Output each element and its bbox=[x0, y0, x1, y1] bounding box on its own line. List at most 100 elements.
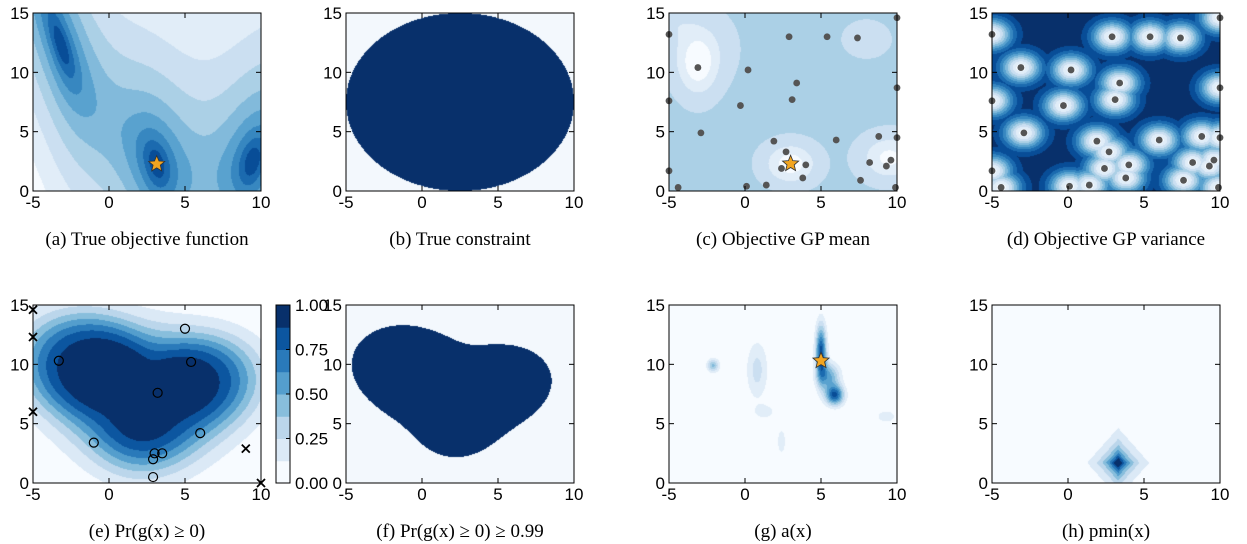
panel-d-point-20 bbox=[1180, 176, 1187, 184]
panel-d-ytick-0: 0 bbox=[979, 182, 988, 201]
panel-f-heatmap bbox=[346, 305, 574, 483]
panel-h-ytick-0: 0 bbox=[979, 474, 988, 493]
panel-f-ytick-2: 10 bbox=[323, 355, 342, 374]
panel-c-point-17 bbox=[785, 33, 793, 41]
panel-e-feasible-point-4 bbox=[195, 428, 206, 439]
panel-g-xtick-0: -5 bbox=[661, 485, 676, 504]
panel-c-point-21 bbox=[854, 34, 861, 42]
panel-c-point-5 bbox=[674, 184, 682, 191]
panel-h-xtick-3: 10 bbox=[1211, 485, 1230, 504]
panel-e-feasible-point-7 bbox=[147, 454, 159, 465]
panel-d-point-23 bbox=[1198, 133, 1206, 140]
panel-e-xtick-3: 10 bbox=[252, 485, 271, 504]
panel-d-point-21 bbox=[1177, 34, 1184, 42]
panel-a-ytick-2: 10 bbox=[10, 63, 29, 82]
panel-d-point-7 bbox=[1066, 182, 1073, 190]
panel-c-xtick-0: -5 bbox=[661, 193, 676, 212]
panel-d-point-13 bbox=[1111, 96, 1119, 104]
panel-c-caption: (c) Objective GP mean bbox=[696, 229, 870, 250]
panel-c-xtick-2: 5 bbox=[816, 193, 825, 212]
panel-e-xtick-2: 5 bbox=[180, 485, 189, 504]
panel-g-star-marker bbox=[811, 351, 831, 369]
panel-f-ytick-1: 5 bbox=[333, 415, 342, 434]
panel-d-point-12 bbox=[1105, 148, 1113, 156]
panel-d-point-29 bbox=[1215, 184, 1222, 191]
panel-c-point-19 bbox=[832, 136, 840, 144]
panel-e-colorbar: 1.00 0.75 0.50 0.25 0.00 bbox=[275, 296, 328, 493]
panel-d-xtick-3: 10 bbox=[1211, 193, 1230, 212]
panel-g-xtick-3: 10 bbox=[888, 485, 907, 504]
panel-a-xtick-0: -5 bbox=[25, 193, 40, 212]
panel-h-frame bbox=[991, 304, 1221, 484]
panel-a-xtick-3: 10 bbox=[252, 193, 271, 212]
panel-a-ytick-1: 5 bbox=[20, 123, 29, 142]
panel-e-xtick-1: 0 bbox=[104, 485, 113, 504]
panel-e-ytick-1: 5 bbox=[20, 415, 29, 434]
panel-h-ytick-1: 5 bbox=[979, 415, 988, 434]
panel-c-star-marker bbox=[781, 154, 800, 172]
panel-f-ytick-0: 0 bbox=[333, 474, 342, 493]
panel-c-heatmap bbox=[669, 13, 897, 191]
panel-c-point-29 bbox=[892, 184, 899, 191]
panel-c-xtick-3: 10 bbox=[888, 193, 907, 212]
panel-h-ytick-2: 10 bbox=[969, 355, 988, 374]
panel-b-xtick-0: -5 bbox=[338, 193, 353, 212]
panel-e-caption: (e) Pr(g(x) ≥ 0) bbox=[89, 521, 205, 542]
panel-d-point-6 bbox=[1060, 102, 1067, 109]
panel-d-ytick-1: 5 bbox=[979, 123, 988, 142]
panel-d-point-25 bbox=[1210, 156, 1218, 164]
panel-d-point-8 bbox=[1067, 66, 1075, 74]
panel-c-point-6 bbox=[737, 102, 744, 109]
panel-e-feasible-point-9 bbox=[185, 356, 197, 368]
panel-d-point-24 bbox=[1205, 162, 1213, 170]
panel-f-caption: (f) Pr(g(x) ≥ 0) ≥ 0.99 bbox=[376, 521, 544, 542]
panel-d-point-3 bbox=[1017, 64, 1025, 71]
panel-b-ytick-0: 0 bbox=[333, 182, 342, 201]
panel-h-heatmap bbox=[992, 305, 1220, 483]
panel-c-point-12 bbox=[782, 148, 790, 156]
panel-f-ytick-3: 15 bbox=[323, 296, 342, 315]
panel-c-point-11 bbox=[778, 165, 785, 172]
panel-g-ytick-3: 15 bbox=[646, 296, 665, 315]
panel-c-point-15 bbox=[799, 174, 807, 182]
panel-c-point-9 bbox=[762, 181, 770, 189]
panel-c-point-8 bbox=[744, 66, 752, 74]
panel-a-ytick-0: 0 bbox=[20, 182, 29, 201]
panel-e-feasible-point-5 bbox=[149, 448, 160, 459]
panel-d-ytick-2: 10 bbox=[969, 63, 988, 82]
panel-e-feasible-point-6 bbox=[157, 448, 168, 459]
panel-e-ytick-3: 15 bbox=[10, 296, 29, 315]
panel-g-ytick-2: 10 bbox=[646, 355, 665, 374]
panel-a-star-marker bbox=[147, 154, 166, 172]
panel-d-point-9 bbox=[1085, 181, 1093, 189]
panel-c-point-7 bbox=[743, 182, 750, 190]
panel-c-point-23 bbox=[875, 133, 883, 140]
panel-g-caption: (g) a(x) bbox=[754, 521, 812, 542]
panel-c-point-14 bbox=[793, 79, 801, 87]
panel-c-point-24 bbox=[882, 162, 890, 170]
panel-d-point-11 bbox=[1101, 165, 1108, 172]
panel-g-xtick-2: 5 bbox=[816, 485, 825, 504]
panel-d-xtick-2: 5 bbox=[1139, 193, 1148, 212]
panel-d-point-14 bbox=[1116, 79, 1124, 87]
colorbar-tick-2: 0.50 bbox=[295, 385, 328, 404]
panel-d-point-15 bbox=[1122, 174, 1130, 182]
panel-c-ytick-3: 15 bbox=[646, 4, 665, 23]
panel-d-xtick-1: 0 bbox=[1063, 193, 1072, 212]
panel-d-point-4 bbox=[1020, 129, 1028, 137]
panel-c-xtick-1: 0 bbox=[740, 193, 749, 212]
panel-c-point-3 bbox=[694, 64, 702, 71]
panel-a-xtick-2: 5 bbox=[180, 193, 189, 212]
panel-c-point-25 bbox=[887, 156, 895, 164]
panel-f-xtick-3: 10 bbox=[565, 485, 584, 504]
panel-e-feasible-point-8 bbox=[147, 471, 159, 483]
colorbar-tick-4: 0.00 bbox=[295, 474, 328, 493]
panel-a-xtick-1: 0 bbox=[104, 193, 113, 212]
panel-e-infeasible-point-3 bbox=[241, 443, 251, 454]
panel-e-feasible-point-1 bbox=[152, 387, 163, 398]
